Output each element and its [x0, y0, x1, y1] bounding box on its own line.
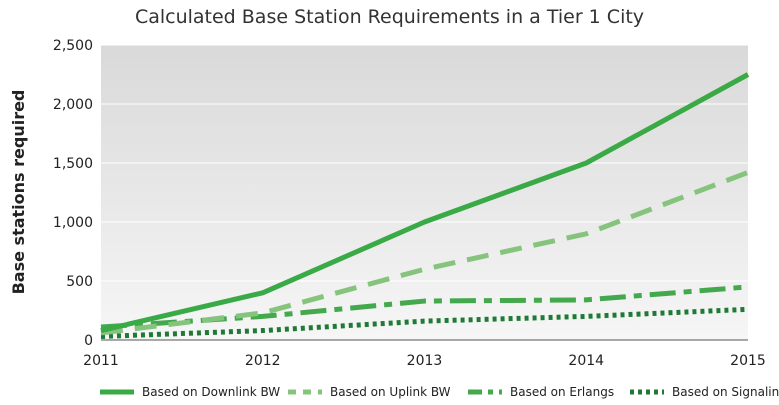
series-line-based-on-uplink-bw	[100, 170, 749, 336]
legend-label: Based on Downlink BW	[142, 385, 280, 399]
y-tick-label: 500	[66, 274, 93, 290]
legend-label: Based on Erlangs	[510, 385, 614, 399]
y-tick-label: 0	[84, 333, 93, 349]
y-axis-label: Base stations required	[9, 90, 28, 295]
y-tick-label: 1,500	[53, 156, 93, 172]
x-tick-label: 2013	[407, 353, 443, 369]
series-line-based-on-signaling	[100, 306, 749, 339]
y-tick-label: 2,500	[53, 38, 93, 54]
x-tick-label: 2015	[730, 353, 766, 369]
chart-title: Calculated Base Station Requirements in …	[134, 6, 645, 28]
legend-label: Based on Uplink BW	[330, 385, 451, 399]
x-tick-label: 2011	[83, 353, 119, 369]
x-tick-label: 2014	[568, 353, 604, 369]
plot-area	[101, 45, 748, 340]
x-tick-label: 2012	[245, 353, 281, 369]
legend-label: Based on Signaling	[672, 385, 779, 399]
y-tick-label: 1,000	[53, 215, 93, 231]
y-tick-label: 2,000	[53, 97, 93, 113]
series-line-based-on-downlink-bw	[100, 72, 750, 333]
